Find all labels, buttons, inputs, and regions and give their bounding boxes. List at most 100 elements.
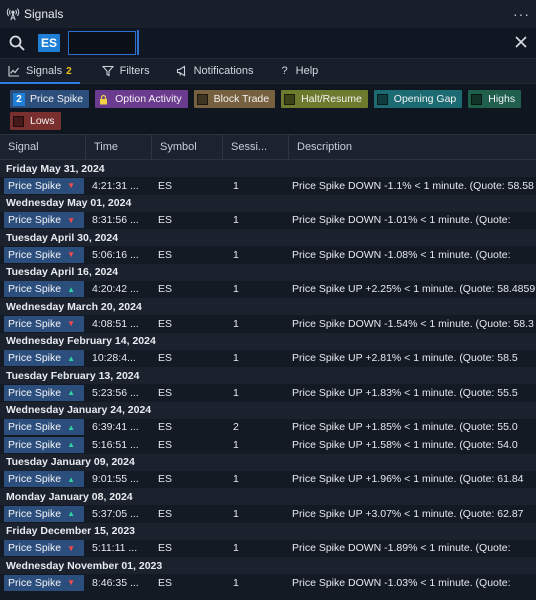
chip-opening-gap[interactable]: Opening Gap xyxy=(373,90,463,108)
signal-chip[interactable]: Price Spike ▲ xyxy=(4,505,84,522)
chip-label: Lows xyxy=(30,115,55,127)
symbol-badge[interactable]: ES xyxy=(38,34,60,52)
column-header-time[interactable]: Time xyxy=(86,135,152,159)
table-row[interactable]: Price Spike ▼ 8:46:35 ... ES 1 Price Spike DO… xyxy=(0,574,536,592)
table-row[interactable]: Price Spike ▲ 9:01:55 ... ES 1 Price Spike UP… xyxy=(0,471,536,489)
table-row[interactable]: Price Spike ▼ 5:11:11 ... ES 1 Price Spike DO… xyxy=(0,540,536,558)
symbol-cell: ES xyxy=(158,179,173,192)
table-row[interactable]: Price Spike ▲ 10:28:4... ES 1 Price Spike UP … xyxy=(0,350,536,368)
symbol-cell: ES xyxy=(158,352,173,365)
chip-block-trade[interactable]: Block Trade xyxy=(193,90,276,108)
arrow-down-icon: ▼ xyxy=(67,215,76,225)
symbol-cell: ES xyxy=(158,214,173,227)
column-header-symbol[interactable]: Symbol xyxy=(152,135,223,159)
signal-label: Price Spike xyxy=(8,248,62,261)
tab-notifications[interactable]: Notifications xyxy=(168,59,262,83)
chip-option-activity[interactable]: Option Activity xyxy=(95,90,188,108)
signal-cell: Price Spike ▼ xyxy=(0,540,86,557)
time-cell: 4:21:31 ... xyxy=(92,179,139,192)
signal-chip[interactable]: Price Spike ▲ xyxy=(4,350,84,367)
signal-label: Price Spike xyxy=(8,179,62,192)
time-cell: 10:28:4... xyxy=(92,352,136,365)
tab-help-label: Help xyxy=(295,65,319,77)
checkbox[interactable] xyxy=(13,115,24,127)
time-cell: 4:08:51 ... xyxy=(92,317,139,330)
signal-chip[interactable]: Price Spike ▲ xyxy=(4,384,84,401)
table-row[interactable]: Price Spike ▼ 5:06:16 ... ES 1 Price Spike DO… xyxy=(0,246,536,264)
column-header-description[interactable]: Description xyxy=(297,141,353,153)
tab-help[interactable]: ? Help xyxy=(274,59,327,83)
description-cell: Price Spike UP +3.07% < 1 minute. (Quote… xyxy=(292,507,524,520)
description-cell: Price Spike DOWN -1.89% < 1 minute. (Quo… xyxy=(292,542,511,555)
signal-chip[interactable]: Price Spike ▼ xyxy=(4,574,84,591)
column-header-session[interactable]: Sessi... xyxy=(223,135,289,159)
symbol-cell: ES xyxy=(158,248,173,261)
arrow-up-icon: ▲ xyxy=(67,440,76,450)
signal-cell: Price Spike ▲ xyxy=(0,436,86,453)
chip-highs[interactable]: Highs xyxy=(468,90,522,108)
description-cell: Price Spike UP +2.25% < 1 minute. (Quote… xyxy=(292,283,536,296)
table-row[interactable]: Price Spike ▲ 6:39:41 ... ES 2 Price Spike UP… xyxy=(0,419,536,437)
table-row[interactable]: Price Spike ▲ 4:20:42 ... ES 1 Price Spike UP… xyxy=(0,281,536,299)
search-input[interactable] xyxy=(68,31,136,55)
signal-chip[interactable]: Price Spike ▼ xyxy=(4,246,84,263)
date-group-header: Tuesday April 30, 2024 xyxy=(0,229,536,246)
signal-chip[interactable]: Price Spike ▼ xyxy=(4,540,84,557)
description-cell: Price Spike UP +1.83% < 1 minute. (Quote… xyxy=(292,386,518,399)
chip-price-spike[interactable]: 2 Price Spike xyxy=(10,90,90,108)
tab-filters[interactable]: Filters xyxy=(94,59,158,83)
symbol-cell: ES xyxy=(158,317,173,330)
window-title: Signals xyxy=(24,7,64,21)
chip-halt-resume[interactable]: Halt/Resume xyxy=(281,90,368,108)
symbol-cell: ES xyxy=(158,421,173,434)
signal-cell: Price Spike ▼ xyxy=(0,315,86,332)
table-row[interactable]: Price Spike ▲ 5:16:51 ... ES 1 Price Spike UP… xyxy=(0,436,536,454)
table-row[interactable]: Price Spike ▲ 5:37:05 ... ES 1 Price Spike UP… xyxy=(0,505,536,523)
arrow-down-icon: ▼ xyxy=(67,319,76,329)
checkbox[interactable] xyxy=(196,93,208,105)
arrow-up-icon: ▲ xyxy=(67,422,76,432)
signal-cell: Price Spike ▲ xyxy=(0,384,86,401)
symbol-cell: ES xyxy=(158,438,173,451)
signal-chip[interactable]: Price Spike ▲ xyxy=(4,436,84,453)
date-group-header: Wednesday February 14, 2024 xyxy=(0,332,536,350)
date-group-header: Friday December 15, 2023 xyxy=(0,522,536,540)
date-group-header: Wednesday May 01, 2024 xyxy=(0,194,536,212)
date-group-header: Monday January 08, 2024 xyxy=(0,488,536,505)
close-icon[interactable] xyxy=(514,35,528,49)
price-spike-count: 2 xyxy=(13,92,25,106)
chip-label: Highs xyxy=(488,93,516,105)
megaphone-icon xyxy=(176,65,185,77)
signal-chip[interactable]: Price Spike ▼ xyxy=(4,177,84,194)
table-row[interactable]: Price Spike ▼ 8:31:56 ... ES 1 Price Spike DO… xyxy=(0,212,536,230)
column-header-signal[interactable]: Signal xyxy=(0,135,86,159)
signal-label: Price Spike xyxy=(8,507,62,520)
checkbox[interactable] xyxy=(284,93,296,105)
signal-chip[interactable]: Price Spike ▲ xyxy=(4,419,84,436)
chip-lows[interactable]: Lows xyxy=(10,112,61,130)
signal-cell: Price Spike ▲ xyxy=(0,505,86,522)
signal-chip[interactable]: Price Spike ▲ xyxy=(4,281,84,298)
more-icon[interactable]: ··· xyxy=(513,6,530,22)
arrow-down-icon: ▼ xyxy=(67,578,76,588)
signal-chip[interactable]: Price Spike ▲ xyxy=(4,471,84,488)
search-icon[interactable] xyxy=(8,34,26,52)
signal-cell: Price Spike ▼ xyxy=(0,246,86,263)
tab-signals[interactable]: Signals 2 xyxy=(0,59,80,84)
tab-bar: Signals 2 Filters Notifications ? Help xyxy=(0,58,536,84)
session-cell: 1 xyxy=(233,179,239,192)
table-row[interactable]: Price Spike ▼ 4:08:51 ... ES 1 Price Spike DO… xyxy=(0,315,536,333)
signal-chip[interactable]: Price Spike ▼ xyxy=(4,212,84,229)
checkbox[interactable] xyxy=(376,93,388,105)
table-row[interactable]: Price Spike ▲ 5:23:56 ... ES 1 Price Spike UP… xyxy=(0,384,536,402)
arrow-up-icon: ▲ xyxy=(67,353,76,363)
checkbox[interactable] xyxy=(471,93,483,105)
table-row[interactable]: Price Spike ▼ 4:21:31 ... ES 1 Price Spike DO… xyxy=(0,177,536,195)
time-cell: 5:11:11 ... xyxy=(92,542,138,555)
signal-cell: Price Spike ▲ xyxy=(0,471,86,488)
session-cell: 1 xyxy=(233,214,239,227)
symbol-cell: ES xyxy=(158,507,173,520)
time-cell: 9:01:55 ... xyxy=(92,473,139,486)
signal-chip[interactable]: Price Spike ▼ xyxy=(4,315,84,332)
chip-label: Block Trade xyxy=(213,93,270,105)
